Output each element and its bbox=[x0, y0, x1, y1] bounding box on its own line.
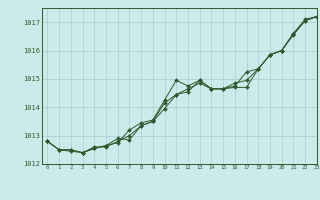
Text: Graphe pression niveau de la mer (hPa): Graphe pression niveau de la mer (hPa) bbox=[58, 185, 262, 194]
